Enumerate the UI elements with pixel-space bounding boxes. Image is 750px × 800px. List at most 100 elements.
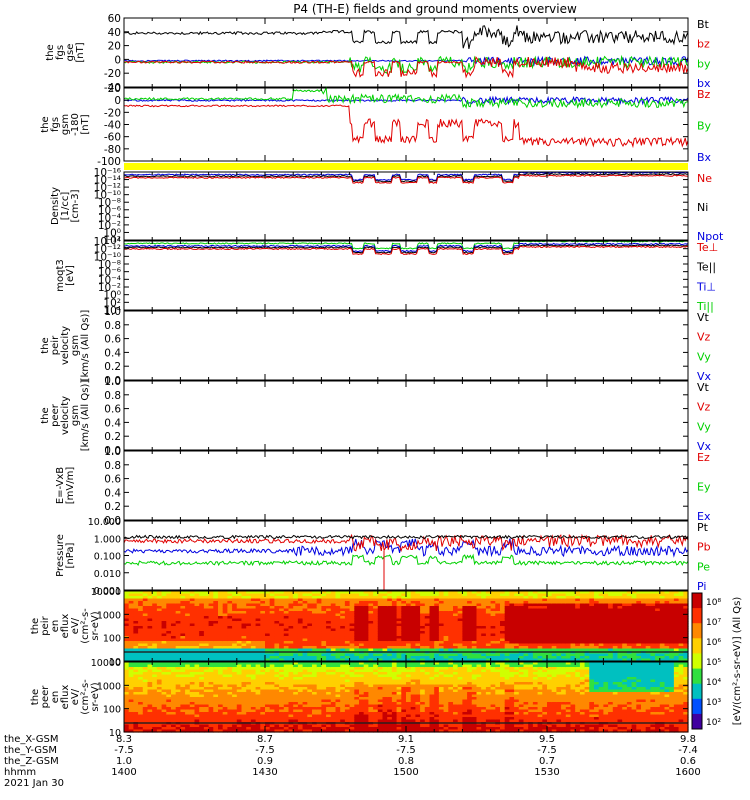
colorbar-tick: 10³ <box>706 698 721 708</box>
ylabel-peer_vel: gsm <box>70 405 81 426</box>
panel-peir_en: 10000 1000 100 10 the peir en eflux eV/(cm²-s-sr… <box>30 587 689 668</box>
legend-pressure-Pi: Pi <box>697 580 706 593</box>
xaxis-tick-z: 0.7 <box>539 756 555 767</box>
colorbar-tick: 10² <box>706 718 721 728</box>
legend-fgs-bz: bz <box>697 38 710 51</box>
ylabel-fgs: gse <box>65 44 76 62</box>
colorbar-tick: 10⁶ <box>706 638 721 648</box>
series-by <box>123 54 689 75</box>
xaxis-tick-y: -7.4 <box>678 745 698 756</box>
ytick-label: 0 <box>114 95 121 107</box>
ylabel-peer_en: sr-eV) <box>90 682 101 711</box>
ylabel-peer_en: the <box>30 689 41 705</box>
colorbar-tick: 10⁵ <box>706 658 721 668</box>
panel-density: 10⁻¹⁶10⁻¹⁴10⁻¹²10⁻¹⁰10⁻⁸10⁻⁶10⁻⁴10⁻²10⁰1… <box>50 167 724 247</box>
ytick-label: 10⁻¹² <box>94 244 121 256</box>
ylabel-peer_en: eV/ <box>70 688 81 705</box>
xaxis-tick-y: -7.5 <box>537 745 557 756</box>
ylabel-peer_vel: [km/s (All Qs)] <box>80 380 91 452</box>
xaxis-tick-x: 9.1 <box>398 734 414 745</box>
ylabel-peer_vel: the <box>40 407 51 423</box>
ytick-label: -60 <box>104 132 121 144</box>
ylabel-peir_en: eflux <box>60 614 71 639</box>
ytick-label: 0.2 <box>104 361 121 373</box>
series-By <box>123 86 689 110</box>
colorbar-tick: 10⁷ <box>706 618 721 628</box>
ytick-label: -80 <box>104 144 121 156</box>
ytick-label: 10 <box>109 728 121 739</box>
ytick-label: 10⁻¹² <box>94 182 121 194</box>
ylabel-pressure: Pressure <box>55 534 66 577</box>
xaxis-tick-y: -7.5 <box>114 745 134 756</box>
xaxis-row-label: the_X-GSM <box>4 734 58 745</box>
ytick-label: 10⁴ <box>103 305 121 317</box>
ylabel-peer_vel: velocity <box>60 396 71 435</box>
ylabel-peer_en: en <box>50 691 61 704</box>
panel-peir_vel: 1.0 0.8 0.60.4 0.2 0.0 the peir velocity gsm [km/… <box>40 306 712 387</box>
series-bz <box>123 55 689 79</box>
ylabel-peir_vel: [km/s (All Qs)] <box>80 310 91 382</box>
ytick-label: 10⁻¹⁴ <box>94 175 121 187</box>
ytick-label: 0.2 <box>104 431 121 443</box>
ylabel-fgs_gsm: [nT] <box>80 114 91 134</box>
legend-peer_vel-Vt: Vt <box>697 381 710 394</box>
panel-pressure: 10.000 1.000 0.100 0.010 0.001 Pressure [nPa] P… <box>55 517 711 597</box>
legend-pressure-Pt: Pt <box>697 521 709 534</box>
ylabel-temp: [eV] <box>65 265 76 286</box>
ytick-label: 10² <box>103 235 121 247</box>
xaxis-tick-z: 0.8 <box>398 756 414 767</box>
panel-frame-peir_vel <box>123 310 689 381</box>
ylabel-fgs_gsm: -180 <box>70 113 81 136</box>
legend-peir_vel-Vx: Vx <box>697 370 712 383</box>
legend-temp-Ti⊥: Ti⊥ <box>696 280 716 293</box>
legend-efield-Ex: Ex <box>697 510 711 523</box>
panel-frame-density <box>123 171 689 241</box>
ytick-label: 10⁻¹⁴ <box>94 236 121 248</box>
ylabel-temp: moqt3 <box>55 259 66 292</box>
series-density-blue <box>123 171 689 182</box>
panel-peer_en: 10000 1000 100 10 the peer en eflux eV/(cm²-s-sr… <box>30 658 689 739</box>
ytick-label: 10⁻⁴ <box>98 274 121 286</box>
legend-peer_vel-Vy: Vy <box>697 420 711 433</box>
ytick-label: 10⁰ <box>103 227 121 239</box>
ytick-label: 10⁻⁸ <box>98 259 121 271</box>
ylabel-fgs: [nT] <box>75 42 86 62</box>
ytick-label: 10⁻⁶ <box>98 205 121 217</box>
ylabel-fgs_gsm: gsm <box>60 114 71 135</box>
legend-fgs-Bt: Bt <box>697 18 710 31</box>
legend-peer_vel-Vz: Vz <box>697 401 711 414</box>
ylabel-peir_vel: peir <box>50 335 61 355</box>
ylabel-peer_en: (cm²-s- <box>80 679 91 715</box>
ytick-label: 0.0 <box>104 445 121 457</box>
colorbar-swatch <box>692 653 702 669</box>
legend-fgs-bx: bx <box>697 77 711 90</box>
xaxis-row-label: the_Y-GSM <box>4 745 57 756</box>
ytick-label: 0.0 <box>104 375 121 387</box>
colorbar-swatch <box>692 713 702 730</box>
ytick-label: 10⁻⁴ <box>98 212 121 224</box>
series-temp-blue <box>123 242 689 253</box>
xaxis-tick-x: 9.8 <box>680 734 696 745</box>
ytick-label: -100 <box>97 156 121 168</box>
legend-peir_vel-Vy: Vy <box>697 350 711 363</box>
ylabel-peer_en: eflux <box>60 685 71 710</box>
ytick-label: 0.100 <box>94 552 121 563</box>
ytick-label: 10000 <box>91 658 121 669</box>
colorbar-label: [eV/(cm²-s-sr-eV)] (All Qs) <box>732 597 743 726</box>
ylabel-peir_en: (cm²-s- <box>80 608 91 644</box>
series-pi <box>123 538 689 558</box>
ytick-label: 10.000 <box>88 517 121 528</box>
plot-title: P4 (TH-E) fields and ground moments over… <box>293 2 577 16</box>
panel-temp: 10⁻¹⁴10⁻¹²10⁻¹⁰10⁻⁸10⁻⁶10⁻⁴10⁻²10⁰10²10⁴… <box>55 236 718 317</box>
heatmap-dark-band <box>124 722 688 724</box>
ylabel-peir_en: sr-eV) <box>90 611 101 640</box>
series-Bz <box>123 104 689 149</box>
colorbar-swatch <box>692 608 702 624</box>
ytick-label: 10⁻² <box>98 282 121 294</box>
heatmap-dark-band <box>124 651 688 653</box>
xaxis-row-label: hhmm <box>4 767 36 778</box>
colorbar-tick: 10⁸ <box>706 598 721 608</box>
series-temp-red <box>123 245 688 256</box>
legend-fgs_gsm-By: By <box>697 120 712 133</box>
series-bt <box>123 25 689 50</box>
